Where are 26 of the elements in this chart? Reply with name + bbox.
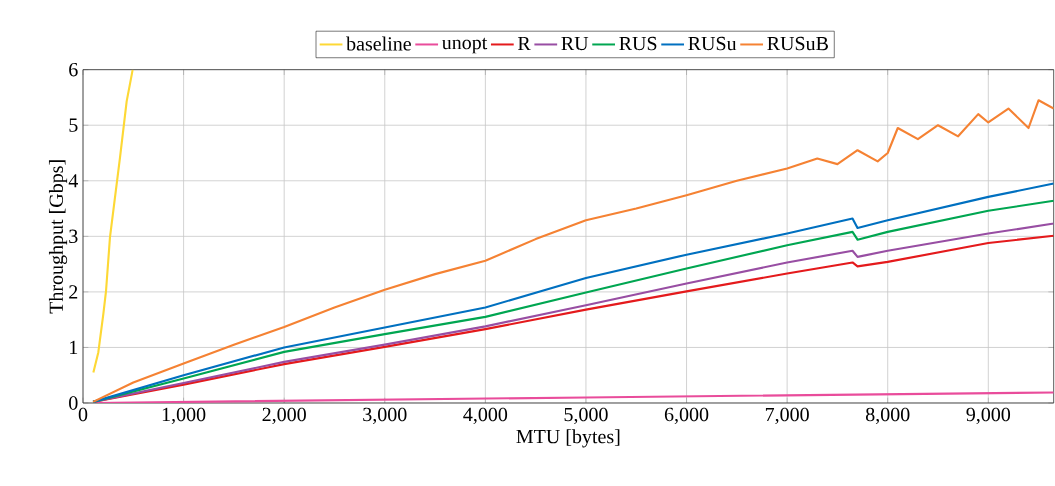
y-axis-title: Throughput [Gbps] [48, 160, 68, 314]
legend-label: R [517, 36, 531, 51]
x-tick-label: 1,000 [162, 407, 206, 425]
x-tick-label: 4,000 [463, 407, 508, 425]
y-tick-label: 0 [69, 396, 78, 410]
legend-label: baseline [346, 36, 411, 51]
y-tick-label: 2 [69, 285, 78, 299]
y-tick-label: 3 [69, 229, 78, 244]
y-tick-label: 1 [70, 340, 78, 355]
y-tick-label: 4 [68, 174, 78, 188]
x-tick-label: 7,000 [765, 407, 809, 425]
x-axis-title: MTU [bytes] [516, 429, 620, 448]
x-tick-label: 2,000 [262, 407, 306, 425]
x-tick-label: 5,000 [564, 407, 608, 425]
x-tick-label: 6,000 [664, 407, 709, 425]
line-series [92, 99, 1054, 403]
y-tick-label: 5 [69, 118, 78, 132]
legend-label: RUSuB [767, 36, 828, 51]
x-tick-label: 9,000 [966, 407, 1011, 425]
x-tick-label: 8,000 [865, 407, 910, 425]
x-tick-label: 3,000 [363, 407, 407, 425]
y-tick-label: 6 [69, 62, 78, 77]
legend-label: RUS [619, 36, 657, 51]
legend-label: RU [561, 36, 589, 51]
legend-label: RUSu [688, 36, 737, 51]
legend-label: unopt [442, 37, 488, 54]
